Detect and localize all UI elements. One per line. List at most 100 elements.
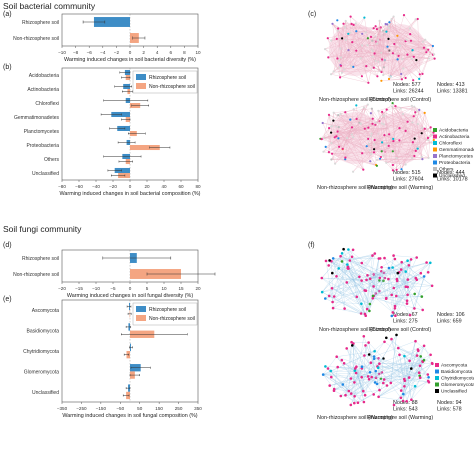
network-node [367,142,370,146]
x-tick-label: −60 [75,184,83,189]
network-node [396,58,399,61]
network-node [342,362,346,365]
network-node [421,158,424,161]
network-node [393,304,397,308]
network-node [385,30,388,33]
network-node [347,32,350,35]
network-node [398,139,401,142]
panel-label-e: (e) [3,296,12,303]
network-node [373,52,376,55]
network-node [362,106,366,109]
network-node [420,126,424,129]
network-node [337,137,340,140]
network-node [415,278,419,282]
x-tick-label: −2 [114,50,120,55]
network-node [426,373,430,376]
network-node [361,44,364,47]
network-node [327,151,330,154]
network-node [371,55,374,58]
network-node [418,376,422,380]
network-node [349,118,352,121]
network-node [398,353,401,357]
legend-label: Rhizosphere soil [149,75,186,81]
network-node [336,130,339,133]
legend-label: Unclassified [441,389,467,395]
network-node [381,141,384,144]
network-node [373,252,377,255]
x-tick-label: 8 [183,50,186,55]
network-node [335,125,338,128]
network-node [403,354,406,358]
chart-b: Acidobacteria Actinobacteria Chloroflexi Ge… [14,67,201,197]
network-node [320,290,324,294]
network-node [346,136,349,140]
network-node [371,254,374,257]
network-node [395,168,398,171]
network-node [425,51,428,54]
x-tick-label: −250 [76,406,87,411]
network-node [332,70,335,73]
network-node [368,277,372,281]
legend-swatch [433,160,437,165]
network-node [412,55,415,58]
legend-swatch [433,154,437,158]
network-node [391,311,395,314]
network-node [377,60,380,63]
network-node [391,150,394,153]
network-node [415,256,419,259]
bar [130,145,160,151]
network-link-count: Links: 26244 [393,89,424,95]
network-node [366,274,369,277]
network-node [385,108,388,111]
network-node [378,19,381,22]
network-node [328,384,332,387]
network-node [364,31,367,34]
network-node [339,47,342,50]
network-node [418,108,421,111]
network-node [354,22,357,25]
network-node-count: Nodes: 67 [393,312,418,318]
network-node [384,22,387,26]
network-node [343,307,346,310]
panel-label-c: (c) [308,11,317,18]
network-node [420,295,424,298]
network-core [329,112,381,164]
network-node [420,155,423,158]
network-node [344,158,347,161]
network-node [381,110,384,113]
legend-swatch [433,128,437,132]
network-node [399,396,403,400]
network-node [416,348,420,351]
legend-label: Basidiomycota [441,369,473,375]
network-node [352,65,355,68]
network-node-count: Nodes: 94 [437,400,462,406]
network-node [380,266,383,269]
category-label: Rhizosphere soil [22,20,59,26]
network-node [416,17,419,21]
category-label: Unclassified [32,390,59,396]
network-node [408,27,411,30]
network-node [337,267,341,270]
network-node [375,158,379,161]
network-node [330,158,333,161]
network-node [342,247,345,251]
network-caption: Rhizosphere soil (Warming) [367,185,434,191]
network-node [334,162,337,165]
network-node [384,297,388,301]
network-node [361,152,364,155]
network-node [337,27,340,30]
network-node [361,32,364,35]
network-node [420,132,423,135]
network-node [321,121,324,125]
network-node [377,39,380,42]
network-edges [367,15,435,81]
network-node [331,22,334,25]
network-node [410,367,413,370]
network-node [331,300,334,304]
network-node [375,164,378,167]
x-tick-label: −8 [73,50,79,55]
legend-label: Actinobacteria [439,134,470,140]
network-node [406,293,409,297]
network-node [345,281,349,284]
network-node [355,104,358,107]
